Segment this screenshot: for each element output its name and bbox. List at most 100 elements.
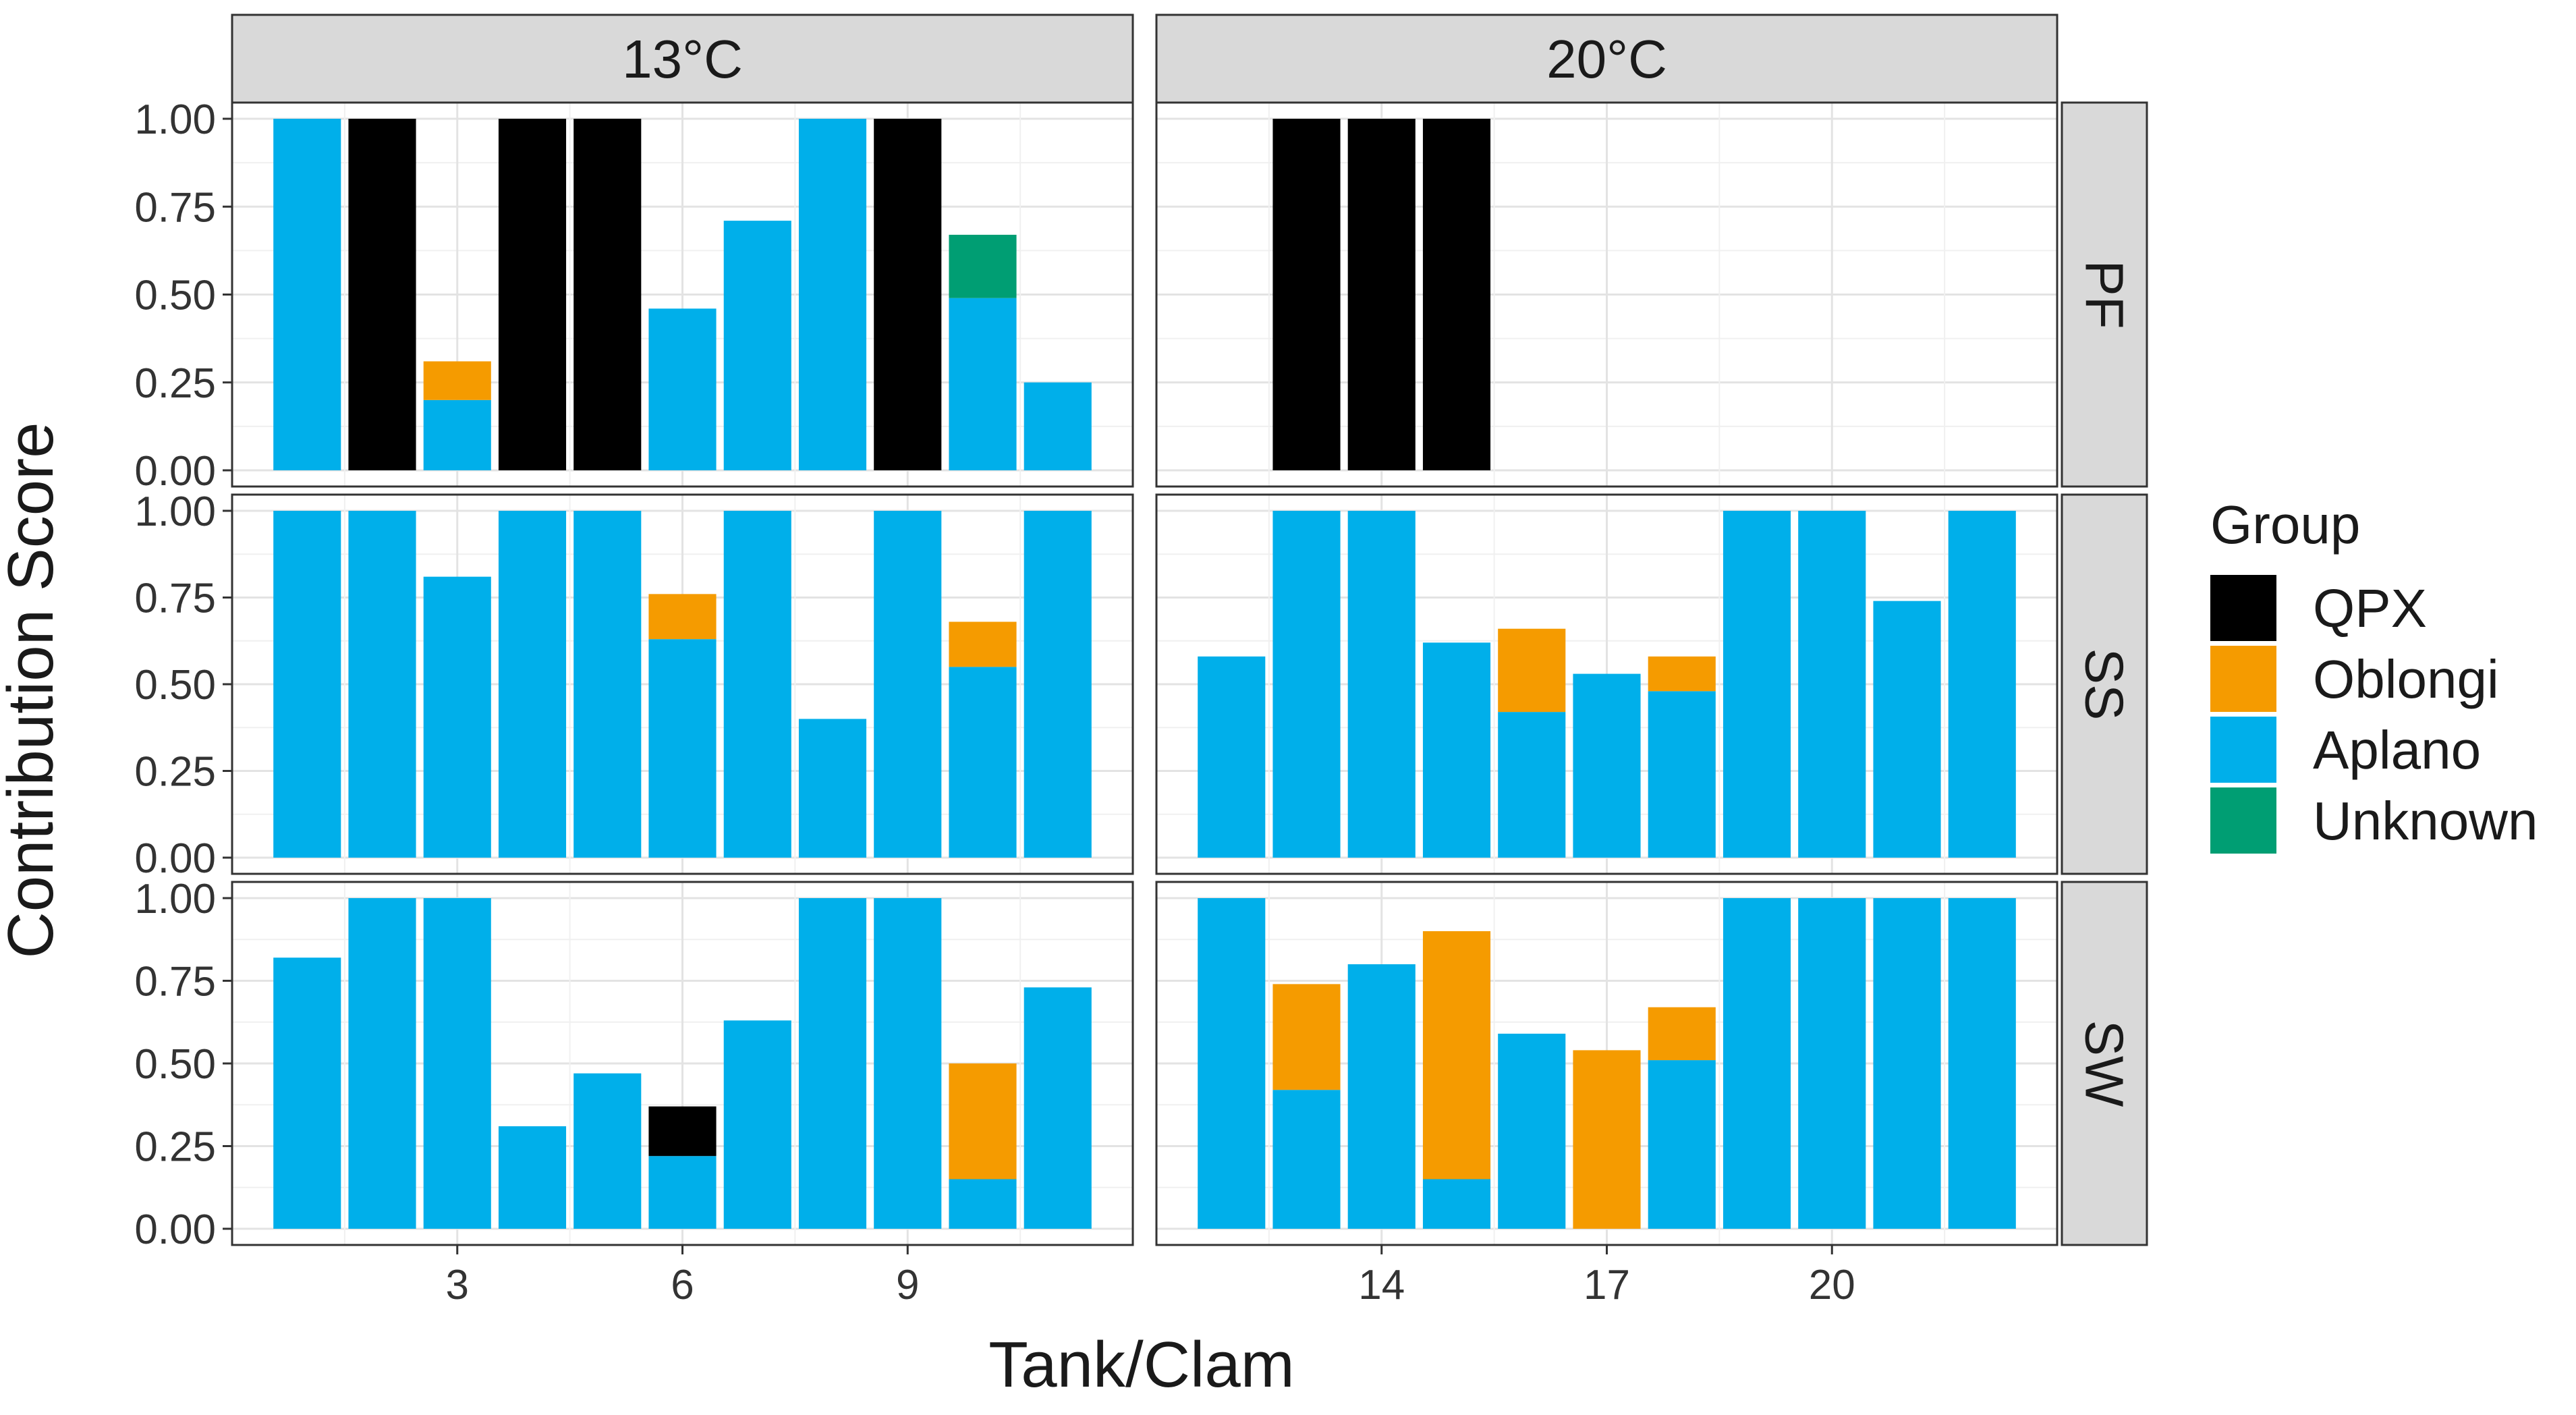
facet-strip-SW bbox=[2061, 881, 2148, 1246]
legend-key-aplano bbox=[2210, 717, 2276, 783]
legend-label-oblongi: Oblongi bbox=[2313, 649, 2499, 709]
y-tick-label: 0.50 bbox=[134, 273, 216, 319]
x-tick-label: 6 bbox=[671, 1262, 694, 1308]
bar-SS-11-aplano bbox=[1024, 511, 1092, 858]
facet-strip-label: 20°C bbox=[1546, 29, 1667, 89]
bar-SS-16-aplano bbox=[1498, 712, 1566, 858]
bar-PF-4-qpx bbox=[498, 119, 567, 470]
bar-SW-9-aplano bbox=[874, 898, 942, 1229]
bar-PF-10-unknown bbox=[949, 234, 1017, 298]
bar-SS-21-aplano bbox=[1873, 601, 1941, 858]
y-tick-label: 0.75 bbox=[134, 184, 216, 231]
bar-SW-16-aplano bbox=[1498, 1033, 1566, 1229]
legend-label-qpx: QPX bbox=[2313, 578, 2427, 638]
bar-PF-11-aplano bbox=[1024, 382, 1092, 470]
y-tick-label: 0.00 bbox=[134, 835, 216, 882]
y-tick-label: 1.00 bbox=[134, 96, 216, 143]
bar-PF-2-qpx bbox=[348, 119, 416, 470]
bar-SW-20-aplano bbox=[1798, 898, 1866, 1229]
panel-PF-20°C bbox=[1155, 101, 2059, 488]
y-tick-label: 0.25 bbox=[134, 360, 216, 407]
y-tick-label: 0.75 bbox=[134, 576, 216, 622]
legend-label-unknown: Unknown bbox=[2313, 791, 2538, 851]
panel-border bbox=[1155, 101, 2059, 488]
facet-strip-13°C bbox=[231, 13, 1134, 104]
bar-SS-4-aplano bbox=[498, 511, 567, 858]
panel-PF-13°C bbox=[231, 101, 1134, 488]
x-tick-label: 9 bbox=[896, 1262, 919, 1308]
bar-PF-10-aplano bbox=[949, 298, 1017, 470]
x-axis-title: Tank/Clam bbox=[988, 1329, 1294, 1401]
bar-PF-3-aplano bbox=[423, 399, 491, 470]
bar-SW-22-aplano bbox=[1948, 898, 2016, 1229]
bar-SS-13-aplano bbox=[1272, 511, 1341, 858]
bar-PF-13-qpx bbox=[1272, 119, 1341, 470]
y-tick-label: 0.50 bbox=[134, 1041, 216, 1088]
bar-SS-10-aplano bbox=[949, 667, 1017, 858]
bar-SW-19-aplano bbox=[1723, 898, 1791, 1229]
bar-SS-15-aplano bbox=[1422, 642, 1491, 858]
panels: 13°C 20°CPFSSSW0.000.250.500.751.000.000.… bbox=[134, 13, 2148, 1308]
bar-SS-8-aplano bbox=[798, 719, 867, 858]
bar-SS-18-oblongi bbox=[1648, 656, 1716, 692]
x-tick-label: 17 bbox=[1584, 1262, 1630, 1308]
bar-PF-14-qpx bbox=[1347, 119, 1416, 470]
bar-SS-12-aplano bbox=[1198, 656, 1266, 858]
bar-SW-13-aplano bbox=[1272, 1090, 1341, 1229]
y-tick-label: 0.25 bbox=[134, 1124, 216, 1171]
bar-SW-5-aplano bbox=[573, 1073, 642, 1229]
bar-SS-9-aplano bbox=[874, 511, 942, 858]
y-tick-label: 0.75 bbox=[134, 959, 216, 1005]
bar-SS-22-aplano bbox=[1948, 511, 2016, 858]
legend-key-oblongi bbox=[2210, 646, 2276, 712]
panel-SS-13°C bbox=[231, 493, 1134, 875]
bar-SS-6-aplano bbox=[648, 639, 717, 858]
facet-strip-label: SW bbox=[2075, 1020, 2135, 1107]
bar-PF-7-aplano bbox=[723, 221, 791, 470]
panel-border bbox=[1155, 493, 2059, 875]
bar-SW-6-qpx bbox=[648, 1106, 717, 1157]
x-tick-label: 14 bbox=[1358, 1262, 1405, 1308]
bar-SW-11-aplano bbox=[1024, 987, 1092, 1229]
bar-SW-3-aplano bbox=[423, 898, 491, 1229]
y-tick-label: 0.25 bbox=[134, 749, 216, 796]
facet-strip-label: SS bbox=[2075, 648, 2135, 721]
bar-SS-7-aplano bbox=[723, 511, 791, 858]
bar-SS-18-aplano bbox=[1648, 691, 1716, 858]
legend-title: Group bbox=[2210, 495, 2360, 555]
panel-SW-13°C bbox=[231, 881, 1134, 1246]
bar-SW-8-aplano bbox=[798, 898, 867, 1229]
bar-SW-12-aplano bbox=[1198, 898, 1266, 1229]
y-tick-label: 1.00 bbox=[134, 489, 216, 535]
bar-PF-6-aplano bbox=[648, 308, 717, 470]
bar-SS-10-oblongi bbox=[949, 621, 1017, 667]
x-tick-label: 3 bbox=[446, 1262, 469, 1308]
bar-SW-18-oblongi bbox=[1648, 1007, 1716, 1061]
panel-SS-20°C bbox=[1155, 493, 2059, 875]
bar-SW-7-aplano bbox=[723, 1020, 791, 1229]
bar-SW-14-aplano bbox=[1347, 964, 1416, 1229]
bar-SW-15-oblongi bbox=[1422, 931, 1491, 1180]
bar-SW-21-aplano bbox=[1873, 898, 1941, 1229]
bar-SW-2-aplano bbox=[348, 898, 416, 1229]
bar-PF-5-qpx bbox=[573, 119, 642, 470]
bar-SS-20-aplano bbox=[1798, 511, 1866, 858]
facet-strip-20°C bbox=[1155, 13, 2059, 104]
bar-PF-9-qpx bbox=[874, 119, 942, 470]
bar-SS-14-aplano bbox=[1347, 511, 1416, 858]
bar-SS-6-oblongi bbox=[648, 594, 717, 640]
bar-SS-1-aplano bbox=[273, 511, 341, 858]
legend-key-qpx bbox=[2210, 575, 2276, 641]
facet-strip-label: PF bbox=[2075, 260, 2135, 329]
bar-SW-10-oblongi bbox=[949, 1063, 1017, 1180]
bar-PF-3-oblongi bbox=[423, 361, 491, 400]
bar-SS-2-aplano bbox=[348, 511, 416, 858]
panel-SW-20°C bbox=[1155, 881, 2059, 1246]
y-tick-label: 1.00 bbox=[134, 876, 216, 922]
bar-SS-5-aplano bbox=[573, 511, 642, 858]
bar-SW-4-aplano bbox=[498, 1126, 567, 1229]
bar-SW-10-aplano bbox=[949, 1179, 1017, 1229]
y-tick-label: 0.00 bbox=[134, 1206, 216, 1253]
bar-SS-17-aplano bbox=[1573, 673, 1641, 858]
